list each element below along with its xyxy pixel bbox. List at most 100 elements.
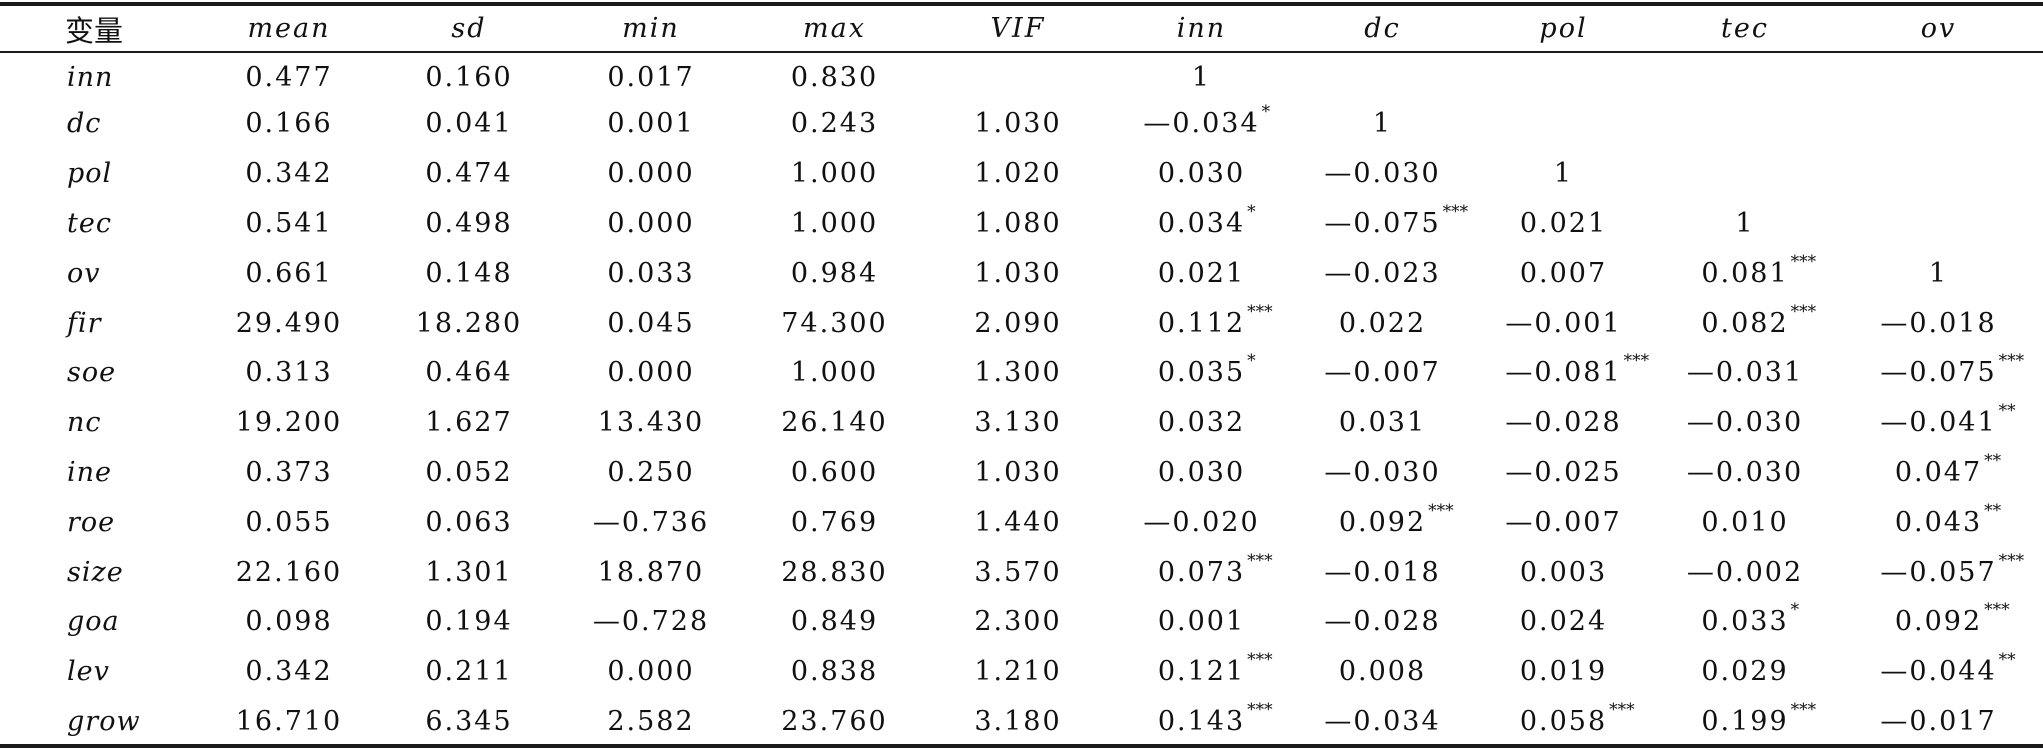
cell-value: —0.007 — [1505, 506, 1622, 538]
table-row: ov 0.661 0.148 0.033 0.984 1.030 0.021 —0.023 0.… — [0, 248, 2043, 298]
row-variable-label: grow — [67, 705, 141, 737]
table-cell: —0.030 — [1656, 448, 1834, 498]
table-row: soe 0.313 0.464 0.000 1.000 1.300 0.035 * —0.007… — [0, 348, 2043, 398]
cell-value: 0.007 — [1519, 257, 1608, 289]
significance-stars: * — [1261, 102, 1271, 123]
cell-value: 0.033 — [1701, 606, 1789, 638]
cell-value-wrap: 13.430 — [598, 407, 704, 438]
table-cell: 0.045 — [560, 298, 742, 348]
cell-value-wrap: —0.017 — [1880, 706, 1996, 737]
cell-value: 1.210 — [974, 656, 1062, 688]
table-cell: 23.760 — [742, 697, 927, 747]
cell-value-wrap: 1 — [1373, 108, 1392, 139]
cell-value: —0.023 — [1324, 257, 1441, 289]
cell-value-wrap: —0.023 — [1324, 258, 1440, 289]
row-variable-label: pol — [67, 158, 113, 190]
table-cell: 6.345 — [378, 697, 560, 747]
table-cell: 0.600 — [742, 448, 927, 498]
cell-value-wrap: 19.200 — [236, 407, 342, 438]
table-cell: 0.000 — [560, 149, 742, 199]
cell-value-wrap: —0.001 — [1505, 308, 1621, 339]
cell-value-wrap: 0.021 — [1158, 258, 1245, 289]
cell-value: —0.031 — [1686, 357, 1804, 389]
table-cell: —0.030 — [1294, 448, 1471, 498]
table-cell: 0.033 * — [1656, 597, 1834, 647]
cell-value-wrap: 0.148 — [425, 258, 512, 289]
cell-value: —0.034 — [1324, 705, 1441, 737]
cell-value-wrap: 3.180 — [974, 706, 1061, 737]
cell-value-wrap: —0.028 — [1505, 407, 1621, 438]
table-cell: 0.000 — [560, 348, 742, 398]
column-header-dc: dc — [1364, 13, 1401, 44]
significance-stars: *** — [1998, 550, 2025, 571]
row-variable-label: roe — [67, 506, 116, 538]
cell-value: 1.000 — [790, 158, 879, 190]
cell-value: 0.058 — [1519, 705, 1608, 737]
cell-value: 0.034 — [1157, 207, 1246, 239]
table-cell: 1 — [1471, 149, 1656, 199]
column-header-variable: 变量 — [65, 13, 124, 48]
cell-value: —0.034 — [1143, 108, 1260, 140]
cell-value: 1 — [1372, 108, 1393, 140]
cell-value-wrap: 0.063 — [425, 507, 512, 538]
table-cell: 26.140 — [742, 398, 927, 448]
significance-stars: *** — [1247, 650, 1273, 671]
cell-value: 0.541 — [245, 207, 333, 239]
cell-value-wrap: 0.045 — [607, 308, 694, 339]
cell-value: 0.021 — [1519, 207, 1608, 239]
table-cell: —0.044 ** — [1834, 647, 2043, 697]
cell-value: 0.000 — [607, 656, 695, 688]
cell-value: 0.600 — [790, 456, 879, 488]
cell-value-wrap: 0.019 — [1520, 656, 1607, 687]
table-cell: 1 — [1656, 199, 1834, 249]
table-cell: 0.003 — [1471, 547, 1656, 597]
cell-value: 0.498 — [425, 207, 513, 239]
table-cell: —0.034 — [1294, 697, 1471, 747]
cell-value: 0.160 — [425, 61, 513, 93]
cell-value-wrap: 0.092 *** — [1894, 600, 2010, 638]
table-cell: 1.030 — [927, 99, 1109, 149]
table-cell: 0.148 — [378, 248, 560, 298]
table-cell: 0.010 — [1656, 497, 1834, 547]
cell-value: —0.075 — [1880, 357, 1997, 389]
cell-value-wrap: —0.028 — [1324, 606, 1440, 637]
cell-value-wrap: 1.300 — [974, 357, 1061, 388]
table-row: pol 0.342 0.474 0.000 1.000 1.020 0.030 —0.030 1 — [0, 149, 2043, 199]
cell-value: —0.028 — [1505, 407, 1622, 439]
cell-value-wrap: —0.728 — [593, 606, 709, 637]
cell-value: 0.092 — [1894, 606, 1983, 638]
cell-value: —0.028 — [1324, 606, 1441, 638]
cell-value-wrap: —0.018 — [1324, 557, 1440, 588]
cell-value-wrap: 1.000 — [791, 208, 878, 239]
cell-value: —0.044 — [1880, 656, 1997, 688]
table-cell: 28.830 — [742, 547, 927, 597]
table-cell: 0.092 *** — [1834, 597, 2043, 647]
cell-value-wrap: 0.250 — [607, 457, 694, 488]
table-cell: 1.300 — [927, 348, 1109, 398]
cell-value: 0.243 — [790, 108, 879, 140]
table-row: lev 0.342 0.211 0.000 0.838 1.210 0.121 *** 0.00… — [0, 647, 2043, 697]
table-cell: —0.017 — [1834, 697, 2043, 747]
table-cell: 19.200 — [200, 398, 378, 448]
cell-value: 0.052 — [425, 456, 513, 488]
cell-value: 6.345 — [425, 705, 513, 737]
cell-value-wrap: 0.033 * — [1701, 600, 1799, 638]
table-cell: 0.984 — [742, 248, 927, 298]
table-row: fir 29.490 18.280 0.045 74.300 2.090 0.112 *** 0… — [0, 298, 2043, 348]
table-cell: 0.073 *** — [1109, 547, 1294, 597]
table-cell: 1.030 — [927, 248, 1109, 298]
table-cell: 0.243 — [742, 99, 927, 149]
cell-value-wrap: 16.710 — [236, 706, 342, 737]
significance-stars: * — [1247, 201, 1256, 222]
table-cell: 0.063 — [378, 497, 560, 547]
table-cell — [1834, 51, 2043, 99]
table-cell — [1656, 99, 1834, 149]
cell-value-wrap: —0.034 — [1324, 706, 1440, 737]
table-cell: 0.033 — [560, 248, 742, 298]
cell-value-wrap: 2.582 — [607, 706, 694, 737]
cell-value-wrap: 26.140 — [781, 407, 887, 438]
table-cell: 0.031 — [1294, 398, 1471, 448]
cell-value: 1.020 — [974, 158, 1062, 190]
cell-value-wrap: —0.031 — [1687, 357, 1803, 388]
